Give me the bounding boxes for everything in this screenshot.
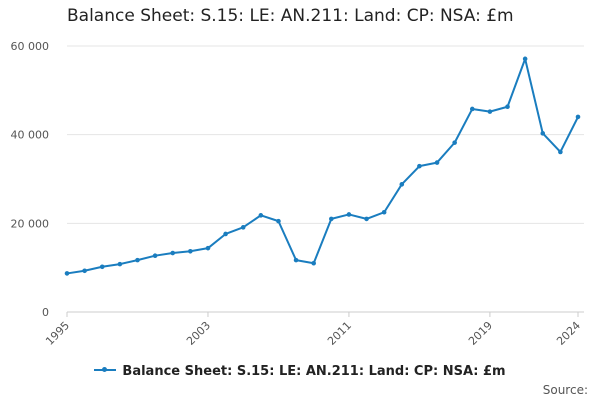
data-point <box>399 182 405 187</box>
series-line <box>66 57 579 275</box>
data-point <box>117 261 123 267</box>
data-point <box>346 212 352 217</box>
data-point <box>99 264 105 270</box>
data-point <box>469 106 475 112</box>
data-point <box>188 248 193 254</box>
data-points <box>64 56 581 276</box>
y-tick-label: 20 000 <box>11 217 50 230</box>
data-point <box>64 271 70 276</box>
y-tick-label: 60 000 <box>11 40 50 53</box>
data-point <box>417 163 422 169</box>
legend-label: Balance Sheet: S.15: LE: AN.211: Land: C… <box>122 364 506 379</box>
data-point <box>293 257 299 263</box>
x-tick-label: 1995 <box>43 319 72 348</box>
y-tick-label: 40 000 <box>11 129 50 142</box>
data-point <box>170 250 176 256</box>
data-point <box>152 253 158 258</box>
chart-title: Balance Sheet: S.15: LE: AN.211: Land: C… <box>67 6 514 26</box>
data-point <box>558 149 563 155</box>
axes: 0 20 000 40 000 60 000 1995 2003 2011 2019 2024 <box>11 40 584 348</box>
x-tick-label: 2011 <box>325 319 354 348</box>
data-point <box>381 209 387 215</box>
data-point <box>240 225 246 230</box>
data-point <box>135 257 140 263</box>
x-tick-label: 2019 <box>466 319 495 348</box>
data-point <box>205 245 211 251</box>
data-point <box>487 109 493 114</box>
x-tick-label: 2024 <box>554 319 583 348</box>
data-point <box>452 140 457 145</box>
data-point <box>311 260 316 266</box>
data-point <box>276 218 281 224</box>
legend[interactable]: Balance Sheet: S.15: LE: AN.211: Land: C… <box>0 364 600 379</box>
data-point <box>575 114 581 120</box>
data-point <box>82 268 87 274</box>
legend-line-icon <box>94 366 117 372</box>
data-point <box>505 104 510 110</box>
data-point <box>434 160 440 165</box>
grid-lines <box>67 45 584 313</box>
data-point <box>258 213 264 218</box>
x-tick-label: 2003 <box>184 319 213 348</box>
data-point <box>223 231 228 237</box>
data-point <box>364 216 369 222</box>
data-point <box>522 56 528 62</box>
data-point <box>540 131 546 136</box>
series-line-group <box>66 57 579 275</box>
data-point <box>329 216 334 222</box>
y-tick-label: 0 <box>42 306 49 319</box>
source-label: Source: <box>542 383 588 397</box>
